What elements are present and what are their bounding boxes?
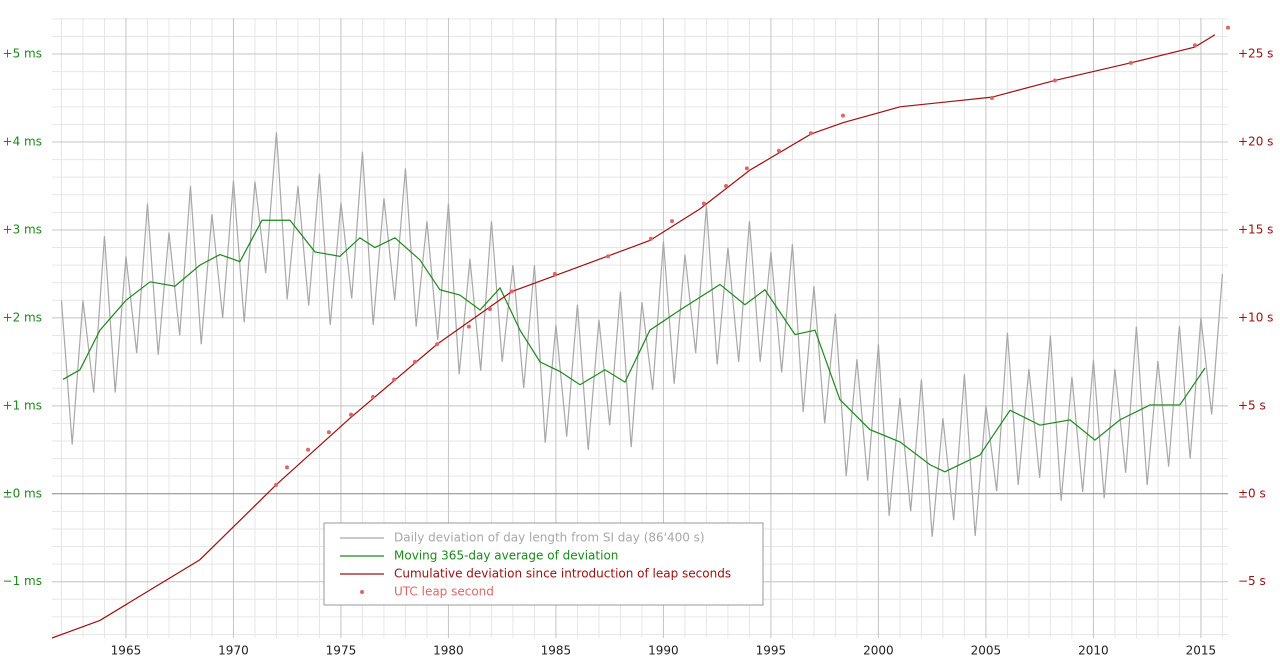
x-tick-label: 2000 [863, 644, 894, 658]
leap-point [840, 113, 845, 118]
series-line [51, 34, 1216, 639]
x-tick-label: 1990 [648, 644, 679, 658]
leap-point [1128, 60, 1133, 65]
x-tick-label: 1985 [541, 644, 572, 658]
leap-point [412, 359, 417, 364]
y-tick-label: +1 ms [3, 398, 42, 412]
x-tick-label: 1995 [756, 644, 787, 658]
axes: 1965 1970 1975 1980 1985 1990 1995 2000 2005 2010… [3, 47, 1274, 658]
leap-point [392, 377, 397, 382]
x-tick-label: 2015 [1186, 644, 1217, 658]
leap-point [670, 219, 675, 224]
y-tick-label: +2 ms [3, 310, 42, 324]
leap-point [326, 430, 331, 435]
leap-point [648, 236, 653, 241]
leap-point [701, 201, 706, 206]
legend-label: UTC leap second [394, 585, 494, 599]
y2-tick-label: +10 s [1238, 310, 1273, 324]
y-tick-label: +5 ms [3, 47, 42, 61]
leap-point [744, 166, 749, 171]
leap-point [989, 96, 994, 101]
legend-label: Daily deviation of day length from SI da… [394, 531, 705, 545]
y-tick-label: +4 ms [3, 135, 42, 149]
leap-point [1226, 25, 1230, 30]
leap-point [306, 447, 311, 452]
leap-point [552, 271, 557, 276]
y2-tick-label: ±0 s [1238, 486, 1266, 500]
leap-point [808, 131, 813, 136]
leap-point [349, 412, 354, 417]
y2-tick-label: +15 s [1238, 222, 1273, 236]
x-tick-label: 1970 [218, 644, 249, 658]
y2-tick-label: +20 s [1238, 135, 1273, 149]
y2-tick-label: +5 s [1238, 398, 1266, 412]
legend-marker [360, 590, 364, 594]
x-tick-label: 1965 [111, 644, 142, 658]
x-tick-label: 1980 [433, 644, 464, 658]
leap-point [1192, 43, 1197, 48]
x-tick-label: 2010 [1078, 644, 1109, 658]
y-tick-label: ±0 ms [3, 486, 42, 500]
y2-tick-label: −5 s [1238, 574, 1266, 588]
legend: Daily deviation of day length from SI da… [323, 522, 764, 606]
x-tick-label: 2005 [971, 644, 1002, 658]
leap-point [370, 395, 375, 400]
leap-point [1052, 78, 1057, 83]
leap-point [723, 183, 728, 188]
leap-point [487, 307, 492, 312]
y2-tick-label: +25 s [1238, 47, 1273, 61]
leap-point [605, 254, 610, 259]
legend-label: Cumulative deviation since introduction … [394, 567, 731, 581]
series-line [60, 132, 1224, 537]
leap-point [435, 342, 440, 347]
leap-point [509, 289, 514, 294]
legend-box [323, 522, 764, 606]
plot [51, 25, 1230, 639]
leap-point [284, 465, 289, 470]
leap-point [466, 324, 471, 329]
series-line [62, 219, 1206, 473]
leap-point [274, 482, 279, 487]
leap-point [776, 148, 781, 153]
y-tick-label: +3 ms [3, 222, 42, 236]
legend-label: Moving 365-day average of deviation [394, 549, 618, 563]
y-tick-label: −1 ms [3, 574, 42, 588]
x-tick-label: 1975 [326, 644, 357, 658]
